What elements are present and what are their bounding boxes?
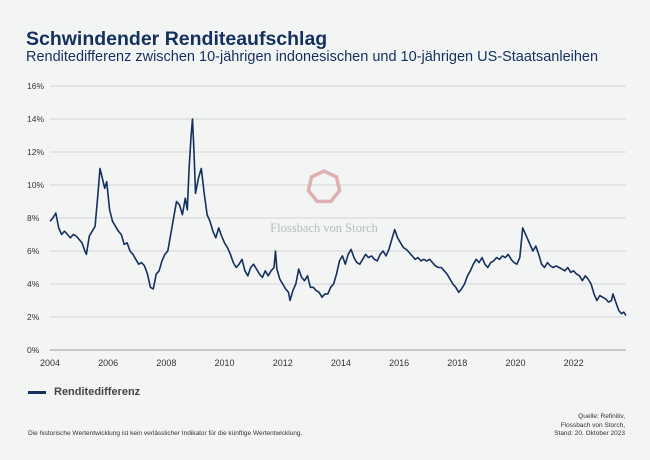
- y-tick-label: 10%: [27, 180, 44, 190]
- disclaimer-text: Die historische Wertentwicklung ist kein…: [28, 430, 303, 437]
- legend-swatch: [28, 390, 46, 394]
- legend: Renditedifferenz: [28, 386, 140, 398]
- x-tick-label: 2004: [40, 358, 60, 368]
- y-tick-label: 4%: [27, 279, 40, 289]
- x-tick-label: 2006: [98, 358, 118, 368]
- watermark-text: Flossbach von Storch: [270, 221, 378, 235]
- source-note: Quelle: Refinitiv, Flossbach von Storch,…: [554, 413, 625, 439]
- x-tick-label: 2008: [156, 358, 176, 368]
- x-tick-label: 2010: [215, 358, 235, 368]
- y-tick-label: 8%: [27, 213, 40, 223]
- chart-title: Schwindender Renditeaufschlag: [26, 28, 328, 50]
- y-tick-label: 2%: [27, 312, 40, 322]
- chart-subtitle: Renditedifferenz zwischen 10-jährigen in…: [26, 49, 599, 65]
- watermark-logo-icon: [306, 169, 342, 204]
- x-tick-label: 2022: [564, 358, 584, 368]
- x-tick-label: 2014: [331, 358, 351, 368]
- x-tick-label: 2016: [389, 358, 409, 368]
- source-line-1: Quelle: Refinitiv,: [578, 413, 625, 420]
- x-tick-label: 2018: [447, 358, 467, 368]
- y-tick-label: 14%: [27, 114, 44, 124]
- legend-label: Renditedifferenz: [54, 386, 141, 398]
- series-line-renditedifferenz: [49, 118, 627, 316]
- source-line-3: Stand: 20. Oktober 2023: [554, 430, 625, 437]
- y-tick-label: 0%: [27, 345, 40, 355]
- x-tick-label: 2020: [505, 358, 525, 368]
- source-line-2: Flossbach von Storch,: [560, 421, 625, 429]
- y-tick-label: 16%: [27, 81, 44, 91]
- x-tick-label: 2012: [273, 358, 293, 368]
- y-tick-label: 6%: [27, 246, 40, 256]
- y-tick-label: 12%: [27, 147, 44, 157]
